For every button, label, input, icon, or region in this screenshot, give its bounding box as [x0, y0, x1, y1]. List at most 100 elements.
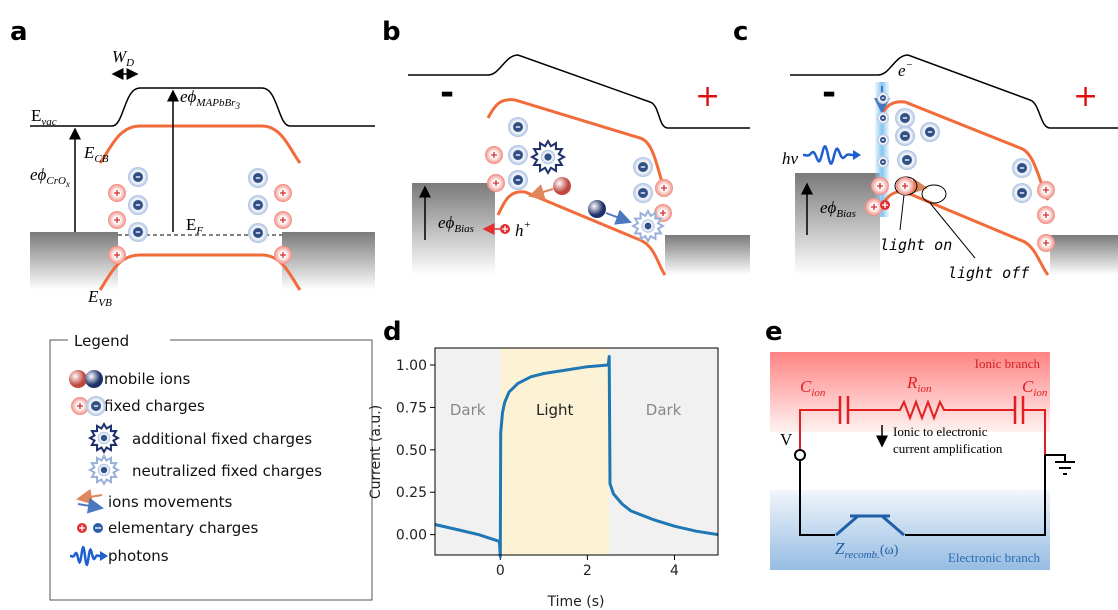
- bias-label: eϕBias: [438, 213, 474, 235]
- polarity: -: [440, 73, 454, 113]
- label-sub: D: [125, 57, 134, 69]
- region: [435, 348, 501, 555]
- glyphs: [69, 92, 1055, 567]
- charge-sign: [114, 217, 120, 223]
- impedance-label: Zrecomb.(ω): [835, 539, 899, 561]
- ion-arrow: [911, 178, 928, 194]
- chart: d Dark Light Dark 0.00 0.25 0.50 0.75 1.00 0 2 4 Cu…: [368, 317, 719, 610]
- resistor-label: Rion: [906, 373, 932, 395]
- label-main: eϕ: [820, 198, 837, 217]
- electrode: [282, 232, 375, 290]
- panel-c: c - + e− hν eϕBias light on light off: [733, 17, 1118, 282]
- mobile-ion: [85, 370, 103, 388]
- mobile-ion: [588, 200, 606, 218]
- legend-entry: additional fixed charges: [132, 430, 312, 448]
- label-main: C: [1022, 377, 1034, 396]
- legend-frame: [49, 339, 373, 601]
- label-main: e: [898, 61, 906, 80]
- label-main: eϕ: [30, 165, 47, 184]
- electronic-region: [770, 490, 1050, 570]
- panel-letter: d: [383, 317, 402, 347]
- y-tick-label: 0.75: [396, 400, 427, 416]
- conduction-band: [98, 124, 302, 164]
- x-tick-label: 0: [496, 563, 505, 579]
- region-label: Dark: [450, 401, 486, 419]
- label-sub: vac: [41, 116, 56, 128]
- amplification-label: Ionic to electronic: [893, 424, 988, 439]
- label-sub: ion: [811, 387, 826, 399]
- electrode: [412, 183, 495, 275]
- cb-label: ECB: [83, 143, 109, 165]
- label-sub: CrO: [46, 175, 66, 187]
- charge-sign: [1043, 240, 1049, 246]
- charge-sign: [1043, 212, 1049, 218]
- label-sub: Bias: [454, 223, 474, 235]
- capacitor-label: Cion: [800, 377, 826, 399]
- neutralized-fixed-charge-core: [641, 219, 655, 233]
- highlight: [894, 176, 918, 196]
- legend-entry: elementary charges: [108, 519, 258, 537]
- label-tail: (ω): [880, 543, 899, 558]
- light-on-label: light on: [880, 236, 952, 254]
- label-main: E: [83, 143, 95, 162]
- charge-sign: [871, 204, 877, 210]
- panel-a: a WD Evac eϕCrOx eϕMAPbBr3 ECB EF EVB: [10, 17, 375, 309]
- amplification-label: current amplification: [893, 441, 1003, 456]
- ion-arrow: [528, 184, 554, 200]
- voltage-label: V: [780, 430, 793, 449]
- label-sub2: x: [65, 179, 70, 189]
- vacuum-level: [30, 87, 375, 127]
- label-main: Z: [835, 539, 845, 558]
- region-label: Dark: [646, 401, 682, 419]
- label-sub: CB: [94, 153, 108, 165]
- y-tick-label: 0.25: [396, 485, 427, 501]
- ion-arrow: [605, 209, 632, 225]
- x-tick-label: 2: [583, 563, 592, 579]
- label-main: R: [906, 373, 918, 392]
- capacitor: [838, 396, 1025, 424]
- panel-b: b - + eϕBias h+: [382, 17, 750, 276]
- legend: Legend mobile ions fixed charges additio…: [49, 332, 373, 601]
- charge-sign: [280, 217, 286, 223]
- hole-label: h+: [515, 219, 531, 240]
- y-axis-label: Current (a.u.): [368, 405, 384, 499]
- label-sub: ion: [917, 383, 932, 395]
- photon-label: hν: [782, 149, 799, 168]
- legend-arrow: [76, 488, 103, 505]
- charge-sign: [882, 202, 888, 208]
- bias-label: eϕBias: [820, 198, 856, 220]
- electronic-branch-label: Electronic branch: [948, 550, 1041, 565]
- vacuum-level: [408, 54, 750, 129]
- legend-entry: fixed charges: [104, 397, 205, 415]
- legend-entry: photons: [108, 547, 169, 565]
- legend-additional-core: [97, 431, 111, 445]
- charge-sign: [114, 190, 120, 196]
- legend-entry: neutralized fixed charges: [132, 462, 322, 480]
- charge-sign: [660, 210, 666, 216]
- vacuum-level: [790, 54, 1118, 129]
- charge-sign: [502, 226, 508, 232]
- capacitor-label: Cion: [1022, 377, 1048, 399]
- panel-e: e Ionic branch Electronic branch Ionic t…: [765, 317, 1075, 570]
- panel-letter: c: [733, 17, 748, 47]
- perovskite-work-function: eϕMAPbBr3: [180, 87, 240, 111]
- panel-letter: e: [765, 317, 783, 347]
- legend-arrow: [77, 497, 104, 514]
- legend-title: Legend: [74, 332, 129, 350]
- vacuum-label: Evac: [31, 106, 57, 128]
- label-sub: VB: [98, 297, 112, 309]
- x-tick-label: 4: [670, 563, 679, 579]
- x-axis-label: Time (s): [547, 594, 605, 610]
- charge-sign: [79, 525, 85, 531]
- circuit-wire: [799, 399, 1046, 536]
- y-tick-label: 0.00: [396, 528, 427, 544]
- photon: [70, 545, 100, 567]
- polarity: +: [1073, 79, 1098, 114]
- photon-head: [100, 551, 108, 561]
- legend-entry: ions movements: [108, 493, 233, 511]
- oxide-work-function: eϕCrOx: [30, 165, 70, 189]
- electrode: [1050, 235, 1118, 275]
- label-sub: MAPbBr: [195, 97, 236, 109]
- label-sub: recomb.: [844, 549, 879, 561]
